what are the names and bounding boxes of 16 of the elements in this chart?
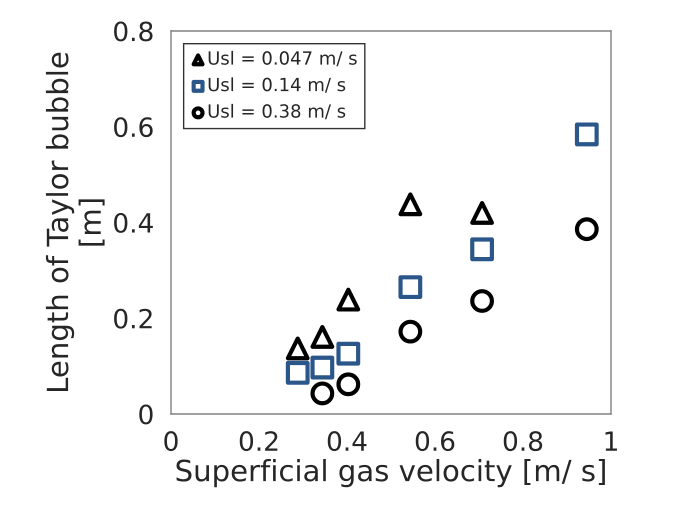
legend-label: Usl = 0.047 m/ s bbox=[208, 50, 357, 66]
x-tick-label: 0 bbox=[164, 431, 178, 452]
y-tick-label: 0.6 bbox=[114, 117, 153, 138]
y-tick-label: 0.2 bbox=[114, 308, 152, 329]
x-tick-label: 0.4 bbox=[328, 431, 367, 452]
y-tick-label: 0 bbox=[139, 404, 153, 424]
x-tick-label: 0.2 bbox=[240, 431, 278, 452]
x-tick-label: 0.8 bbox=[504, 431, 542, 452]
legend-label: Usl = 0.38 m/ s bbox=[208, 104, 346, 120]
y-tick-label: 0.8 bbox=[114, 21, 153, 42]
x-tick-label: 1 bbox=[606, 431, 617, 451]
x-axis-title: Superficial gas velocity [m/ s] bbox=[176, 458, 605, 488]
legend-label: Usl = 0.14 m/ s bbox=[208, 77, 346, 93]
x-tick-label: 0.6 bbox=[416, 431, 454, 452]
y-axis-title: Length of Taylor bubble [m] bbox=[46, 52, 105, 391]
y-tick-label: 0.4 bbox=[114, 212, 153, 233]
